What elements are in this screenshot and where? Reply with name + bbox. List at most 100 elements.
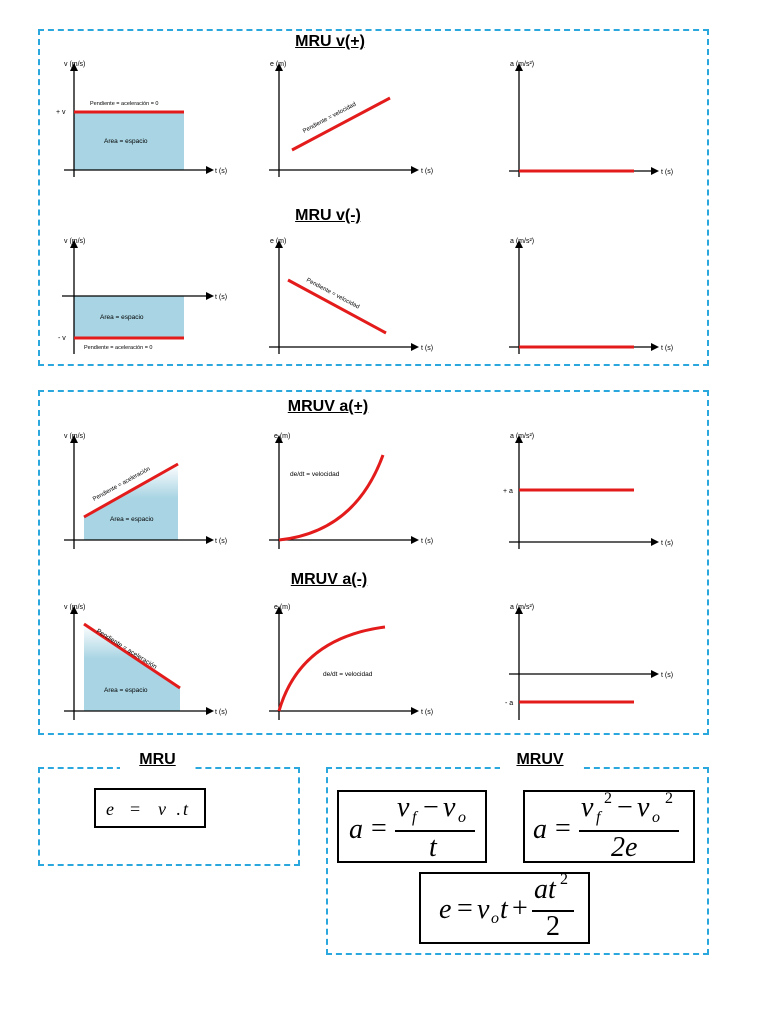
t-axis-label: t (s) [215,294,227,301]
position-line [287,278,387,335]
area-label: Area = espacio [110,516,154,523]
a-axis-label: a (m/s²) [510,238,534,245]
formula-eq: = [555,813,571,844]
formula-vf-sub: f [596,809,601,826]
t-axis-label: t (s) [215,709,227,716]
formula-e: e [106,799,114,819]
a-axis-label: a (m/s²) [510,61,534,68]
formula-eq: = [130,799,141,819]
formula-e: e [439,894,452,925]
formula-vo-sub: o [458,809,466,826]
formula-t: t [429,832,437,863]
formula-plus: + [512,893,528,924]
formula-t: t [500,894,508,925]
v-axis-label: v (m/s) [64,604,85,611]
formula-vo-sup: 2 [665,790,673,807]
t-axis-label: t (s) [421,168,433,175]
formula-vo-sub: o [652,809,660,826]
mru-pos-vt-graph: v (m/s) t (s) + v Pendiente = aceleració… [56,61,227,177]
area-label: Area = espacio [104,138,148,145]
minus-v-label: - v [58,335,66,342]
mruv-neg-title: MRUV a(-) [290,571,368,588]
formula-eq: = [457,893,473,924]
derivative-label: de/dt = velocidad [323,671,373,678]
v-axis-label: v (m/s) [64,433,85,440]
formula-vf-sup: 2 [604,790,612,807]
plus-a-label: + a [503,488,513,495]
velocity-line [83,462,179,519]
formula-v: v [158,799,166,819]
mru-section-box [38,29,709,366]
e-axis-label: e (m) [270,238,286,245]
formula-vo: v [477,894,490,925]
mruv-neg-vt-graph: v (m/s) t (s) Pendiente = aceleración Ar… [64,604,227,720]
e-axis-label: e (m) [274,604,290,611]
a-axis-label: a (m/s²) [510,604,534,611]
formula-vf-sub: f [412,809,417,826]
mruv-pos-vt-graph: v (m/s) t (s) Pendiente = aceleración Ar… [64,433,227,549]
velocity-line [83,622,181,690]
formula-vf: v [397,792,410,823]
formula-a: a [533,814,547,845]
area-space [74,296,184,338]
t-axis-label: t (s) [661,672,673,679]
mru-pos-et-graph: e (m) t (s) Pendiente = velocidad [269,61,433,177]
position-curve [278,454,385,542]
formula-2e: 2e [611,832,638,863]
formula-vo: v [443,792,456,823]
area-label: Area = espacio [100,314,144,321]
mruv-neg-at-graph: a (m/s²) t (s) - a [505,604,673,720]
mruv-pos-at-graph: a (m/s²) t (s) + a [503,433,673,549]
mruv-accel-formula: a = v f − v o t [337,790,487,863]
formula-at-sup: 2 [560,871,568,888]
mru-pos-at-graph: a (m/s²) t (s) [509,61,673,177]
formula-minus: − [423,792,439,823]
slope-label: Pendiente = aceleración = 0 [84,345,153,351]
formula-vo: v [637,792,650,823]
t-axis-label: t (s) [661,345,673,352]
formula-eq: = [371,813,387,844]
area-space [74,112,184,170]
formula-vf: v [581,792,594,823]
area-space [84,624,180,711]
mruv-section-box [38,390,709,735]
formula-a: a [349,814,363,845]
v-axis-label: v (m/s) [64,61,85,68]
formula-minus: − [617,792,633,823]
mru-neg-at-graph: a (m/s²) t (s) [509,238,673,354]
formula-at: at [534,874,556,905]
mruv-pos-et-graph: e (m) t (s) de/dt = velocidad [269,433,433,549]
t-axis-label: t (s) [421,538,433,545]
mruv-formula-title: MRUV [500,751,580,769]
plus-v-label: + v [56,109,66,116]
t-axis-label: t (s) [661,169,673,176]
mru-pos-title: MRU v(+) [295,33,365,50]
t-axis-label: t (s) [421,345,433,352]
mru-neg-et-graph: e (m) t (s) Pendiente = velocidad [269,238,433,354]
position-curve [277,625,386,712]
mru-formula: e = v . t [94,788,206,828]
mru-formula-title: MRU [120,751,195,769]
mru-neg-vt-graph: v (m/s) t (s) - v Area = espacio Pendien… [58,238,227,354]
formula-vo-sub: o [491,910,499,927]
mruv-accel-squared-formula: a = v f 2 − v o 2 2e [523,790,695,863]
slope-label: Pendiente = aceleración = 0 [90,101,159,107]
mruv-pos-title: MRUV a(+) [287,398,369,415]
t-axis-label: t (s) [215,538,227,545]
formula-dot: . [176,799,181,819]
mruv-position-formula: e = v o t + at 2 2 [419,871,590,944]
fraction-bar [579,830,679,832]
e-axis-label: e (m) [274,433,290,440]
fraction-bar [532,910,574,912]
minus-a-label: - a [505,700,513,707]
mruv-neg-et-graph: e (m) t (s) de/dt = velocidad [269,604,433,720]
area-label: Area = espacio [104,687,148,694]
formula-2: 2 [546,911,560,942]
e-axis-label: e (m) [270,61,286,68]
t-axis-label: t (s) [661,540,673,547]
position-line [291,96,391,152]
mru-neg-title: MRU v(-) [295,207,361,224]
formula-t: t [183,799,189,819]
v-axis-label: v (m/s) [64,238,85,245]
derivative-label: de/dt = velocidad [290,471,340,478]
